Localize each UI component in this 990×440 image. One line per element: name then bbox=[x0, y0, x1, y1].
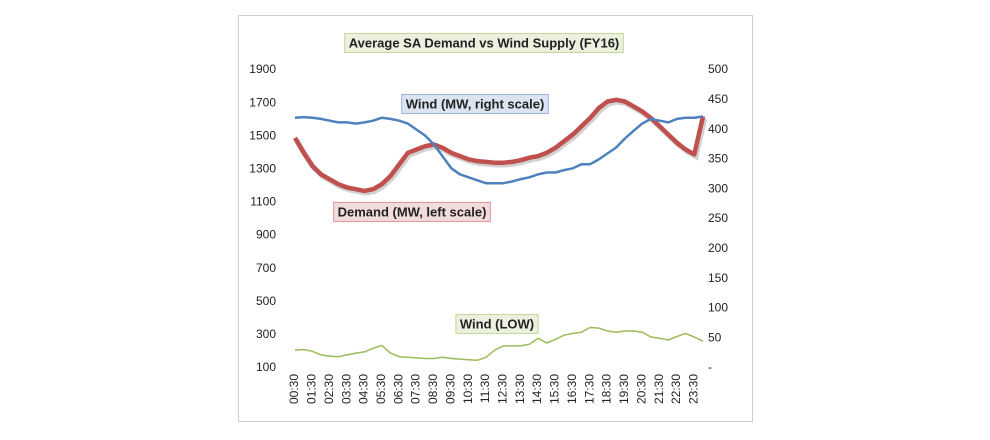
y-tick-label: 100 bbox=[256, 360, 276, 374]
x-tick-label: 04:30 bbox=[357, 374, 371, 404]
x-tick-label: 09:30 bbox=[443, 374, 457, 404]
annotation-text: Average SA Demand vs Wind Supply (FY16) bbox=[349, 35, 620, 50]
x-tick-label: 07:30 bbox=[409, 374, 423, 404]
annotation-box bbox=[344, 32, 624, 53]
x-tick-label: 17:30 bbox=[582, 374, 596, 404]
x-tick-label: 22:30 bbox=[669, 374, 683, 404]
annotation-text: Wind (LOW) bbox=[460, 316, 534, 331]
series-line bbox=[294, 115, 704, 185]
y-tick-label: 1500 bbox=[249, 128, 276, 142]
annotation-box bbox=[333, 201, 491, 222]
x-tick-label: 20:30 bbox=[634, 374, 648, 404]
x-tick-label: 06:30 bbox=[391, 374, 405, 404]
x-tick-label: 00:30 bbox=[287, 374, 301, 404]
y2-tick-label: 50 bbox=[708, 330, 722, 344]
annotation: Wind (MW, right scale) bbox=[401, 93, 549, 114]
y2-tick-label: 150 bbox=[708, 271, 728, 285]
y2-tick-label: 100 bbox=[708, 301, 728, 315]
y-tick-label: 1900 bbox=[249, 62, 276, 76]
y2-tick-label: 350 bbox=[708, 152, 728, 166]
y2-tick-label: - bbox=[708, 360, 712, 374]
annotation-box bbox=[401, 93, 549, 114]
chart-frame bbox=[238, 15, 753, 422]
y-tick-label: 900 bbox=[256, 228, 276, 242]
annotation-box bbox=[455, 313, 539, 334]
annotation: Average SA Demand vs Wind Supply (FY16) bbox=[344, 32, 624, 53]
x-tick-label: 12:30 bbox=[496, 374, 510, 404]
x-tick-label: 11:30 bbox=[478, 374, 492, 403]
x-tick-label: 16:30 bbox=[565, 374, 579, 404]
y2-tick-label: 250 bbox=[708, 211, 728, 225]
annotation: Demand (MW, left scale) bbox=[333, 201, 491, 222]
x-tick-label: 08:30 bbox=[426, 374, 440, 404]
x-tick-label: 13:30 bbox=[513, 374, 527, 404]
x-tick-label: 23:30 bbox=[686, 374, 700, 404]
y2-tick-label: 450 bbox=[708, 92, 728, 106]
y-tick-label: 500 bbox=[256, 294, 276, 308]
annotation: Wind (LOW) bbox=[455, 313, 539, 334]
x-tick-label: 10:30 bbox=[461, 374, 475, 404]
x-tick-label: 15:30 bbox=[548, 374, 562, 404]
series-line bbox=[294, 326, 704, 362]
x-tick-label: 02:30 bbox=[322, 374, 336, 404]
annotation-text: Wind (MW, right scale) bbox=[406, 96, 545, 111]
y2-tick-label: 200 bbox=[708, 241, 728, 255]
x-tick-label: 03:30 bbox=[339, 374, 353, 404]
annotation-text: Demand (MW, left scale) bbox=[338, 204, 487, 219]
series-line bbox=[293, 97, 706, 194]
y-tick-label: 1300 bbox=[249, 162, 276, 176]
y-tick-label: 1100 bbox=[250, 195, 276, 209]
y-tick-label: 1700 bbox=[249, 95, 276, 109]
y2-tick-label: 300 bbox=[708, 181, 728, 195]
y-tick-label: 700 bbox=[256, 261, 276, 275]
y-tick-label: 300 bbox=[256, 327, 276, 341]
x-tick-label: 14:30 bbox=[530, 374, 544, 404]
x-tick-label: 05:30 bbox=[374, 374, 388, 404]
x-tick-label: 19:30 bbox=[617, 374, 631, 404]
y2-tick-label: 500 bbox=[708, 62, 728, 76]
x-tick-label: 18:30 bbox=[600, 374, 614, 404]
x-tick-label: 01:30 bbox=[305, 374, 319, 404]
x-tick-label: 21:30 bbox=[652, 374, 666, 404]
y2-tick-label: 400 bbox=[708, 122, 728, 136]
